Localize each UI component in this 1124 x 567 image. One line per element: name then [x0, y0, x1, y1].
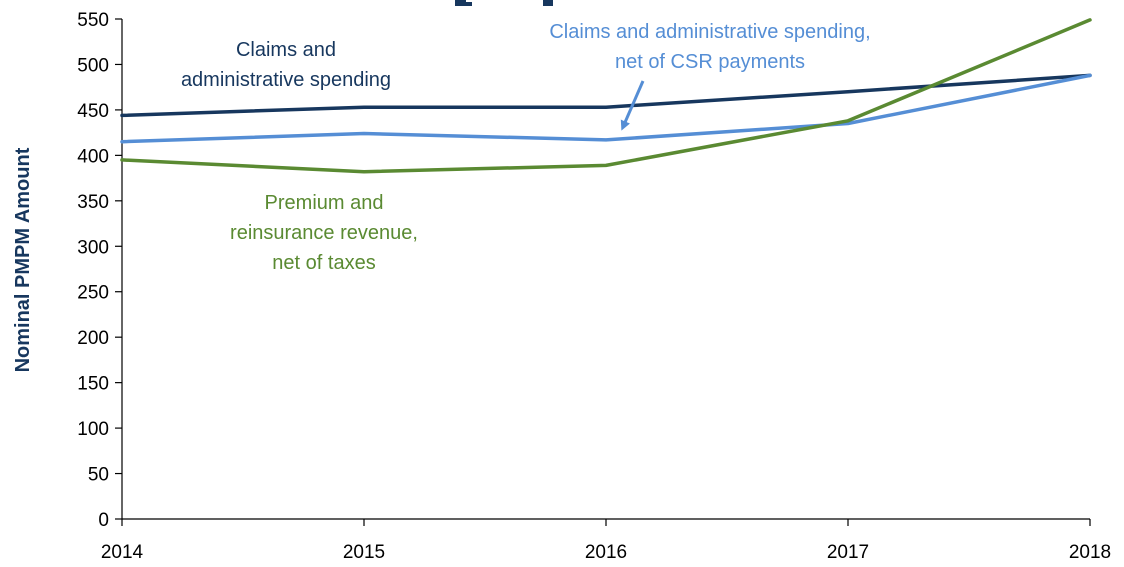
series-lines	[120, 18, 1092, 174]
x-tick-label: 2018	[1069, 542, 1111, 563]
series-label-claims_admin: Claims and administrative spending	[181, 39, 391, 91]
x-tick-label: 2017	[827, 542, 869, 563]
annotations: Claims and administrative spendingClaims …	[181, 21, 871, 274]
cropped-title-fragment	[543, 0, 553, 6]
series-label-line: net of taxes	[272, 252, 375, 274]
y-tick-label: 100	[77, 419, 109, 440]
cropped-title-fragment	[455, 0, 466, 6]
y-tick-label: 250	[77, 283, 109, 304]
y-tick-label: 50	[88, 465, 109, 486]
series-line-premium_reinsurance	[120, 18, 1092, 174]
axes: 0 50 100 150 200 250 300 350 400 450 500 550 2014 201…	[77, 10, 1111, 563]
y-tick-label: 150	[77, 374, 109, 395]
series-label-line: Claims and administrative spending,	[549, 21, 870, 43]
y-tick-label: 400	[77, 146, 109, 167]
y-tick-label: 0	[98, 510, 109, 531]
series-label-line: net of CSR payments	[615, 51, 805, 73]
y-tick-label: 500	[77, 55, 109, 76]
x-tick-label: 2016	[585, 542, 627, 563]
series-label-line: reinsurance revenue,	[230, 222, 418, 244]
y-tick-label: 450	[77, 101, 109, 122]
series-label-line: Claims and	[236, 39, 336, 61]
series-label-line: administrative spending	[181, 69, 391, 91]
series-label-premium_reinsurance: Premium and reinsurance revenue, net of ta…	[230, 192, 418, 274]
series-label-line: Premium and	[265, 192, 384, 214]
annotation-arrow	[620, 80, 645, 131]
y-tick-label: 550	[77, 10, 109, 31]
series-label-claims_admin_net_csr: Claims and administrative spending, net o…	[549, 21, 870, 73]
x-tick-label: 2015	[343, 542, 385, 563]
cropped-title-fragment	[466, 2, 472, 6]
x-tick-label: 2014	[101, 542, 144, 563]
y-tick-label: 350	[77, 192, 109, 213]
y-axis-label: Nominal PMPM Amount	[12, 147, 34, 372]
y-tick-label: 300	[77, 237, 109, 258]
y-tick-label: 200	[77, 328, 109, 349]
series-line-claims_admin_net_csr	[120, 73, 1092, 144]
